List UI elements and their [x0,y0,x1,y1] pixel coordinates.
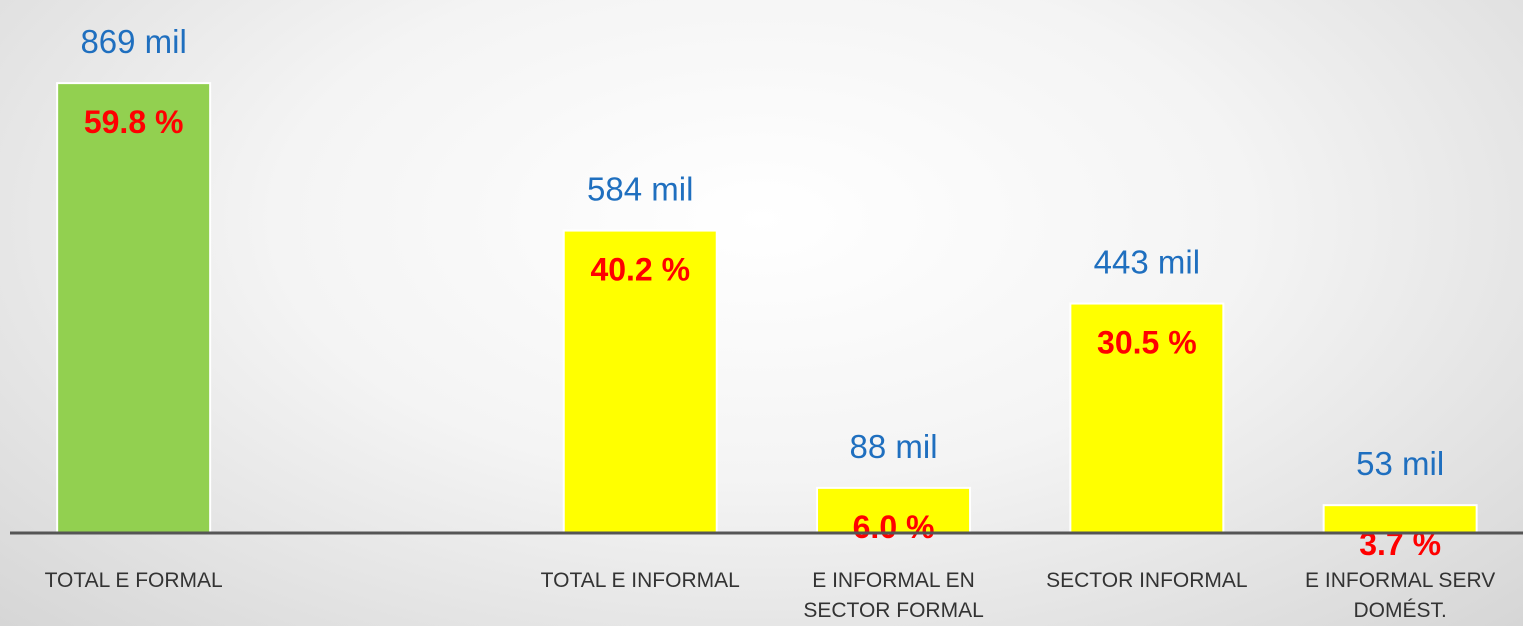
x-tick-label: TOTAL E INFORMAL [540,569,740,592]
x-tick-label: TOTAL E FORMAL [44,569,223,592]
total-label: 53 mil [1356,445,1444,482]
total-label: 88 mil [850,428,938,465]
bar [1069,302,1225,534]
total-label: 584 mil [587,171,693,208]
value-label: 40.2 % [590,252,690,288]
total-label: 443 mil [1094,244,1200,281]
value-label: 30.5 % [1097,325,1197,361]
x-tick-label: SECTOR INFORMAL [1046,569,1248,592]
x-tick-label: E INFORMAL SERV DOMÉST. [1305,569,1496,622]
value-label: 6.0 % [853,509,935,545]
bar [562,229,718,535]
bar [816,486,972,535]
value-label: 59.8 % [84,104,184,140]
bar [1322,504,1478,534]
x-tick-label: E INFORMAL EN SECTOR FORMAL [803,569,984,622]
total-label: 869 mil [80,23,186,60]
bar [56,82,212,535]
